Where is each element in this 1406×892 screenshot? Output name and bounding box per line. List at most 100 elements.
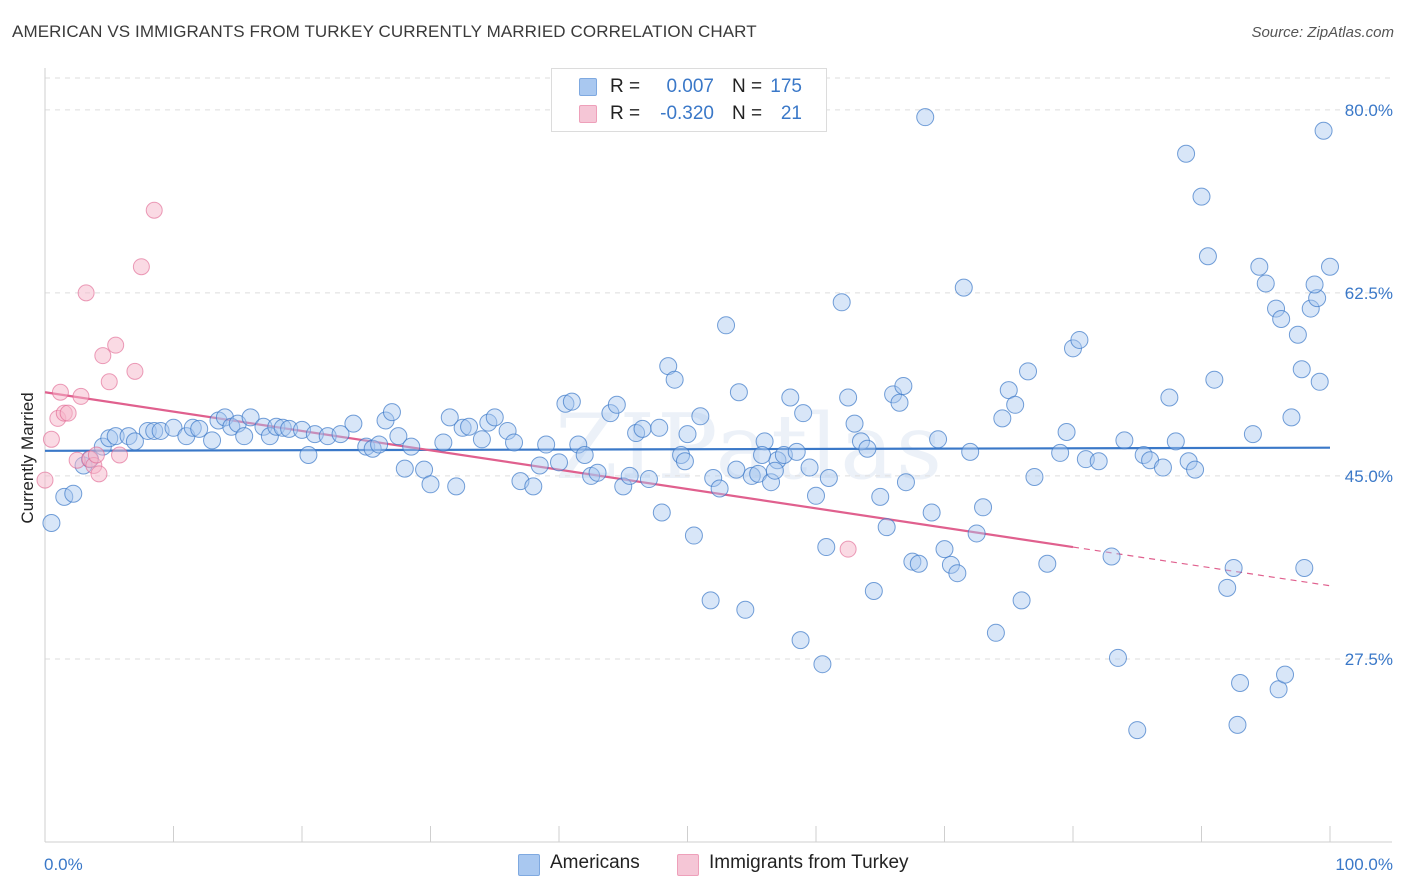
americans-point [421, 475, 440, 494]
americans-point [575, 446, 594, 464]
americans-point [929, 430, 948, 449]
americans-point [1301, 299, 1320, 318]
americans-point [871, 487, 890, 506]
americans-point [1057, 422, 1076, 441]
americans-point [819, 469, 838, 488]
americans-point [106, 427, 125, 446]
americans-point [389, 427, 408, 446]
americans-point [1305, 275, 1324, 294]
americans-point [382, 403, 401, 422]
americans-point [813, 655, 832, 674]
americans-point [736, 600, 755, 619]
turkey-point [100, 373, 118, 391]
data-points [36, 108, 1339, 740]
americans-point [1228, 715, 1247, 734]
americans-point [839, 388, 858, 407]
americans-point [1295, 558, 1314, 577]
americans-point [1160, 388, 1179, 407]
americans-point [203, 431, 222, 450]
americans-point [1321, 257, 1339, 276]
americans-point [832, 293, 851, 312]
turkey-point [42, 430, 60, 448]
y-tick-label: 80.0% [1345, 101, 1393, 120]
americans-point [851, 432, 870, 451]
americans-point [710, 479, 729, 498]
americans-point [1198, 247, 1217, 266]
americans-point [781, 388, 800, 407]
americans-point [607, 395, 626, 414]
turkey-point [94, 347, 112, 365]
y-axis-label: Currently Married [18, 392, 37, 523]
americans-point [961, 442, 980, 461]
americans-point [125, 432, 144, 451]
legend-row-turkey: R = -0.320 N = 21 [552, 101, 826, 127]
americans-point [691, 407, 710, 426]
turkey-point [839, 540, 857, 558]
americans-point [954, 278, 973, 297]
americans-point [675, 452, 694, 471]
americans-point [1115, 431, 1134, 450]
americans-point [1218, 578, 1237, 597]
americans-point [1224, 558, 1243, 577]
americans-point [1205, 370, 1224, 389]
turkey-point [51, 383, 69, 401]
americans-legend-label: Americans [550, 852, 640, 873]
americans-point [1250, 257, 1269, 276]
americans-point [331, 425, 350, 444]
americans-point [1186, 460, 1205, 479]
americans-point [620, 466, 639, 485]
americans-point [877, 518, 896, 537]
americans-point [894, 376, 913, 395]
americans-point [556, 394, 575, 413]
americans-point [864, 581, 883, 600]
americans-point [817, 538, 836, 557]
americans-point [1231, 674, 1250, 693]
americans-point [1128, 721, 1147, 740]
americans-point [453, 418, 472, 437]
americans-point [260, 427, 279, 446]
turkey-point [132, 258, 150, 276]
americans-point [1177, 144, 1196, 163]
americans-point [986, 623, 1005, 642]
americans-point [704, 469, 723, 488]
legend-row-americans: R = 0.007 N = 175 [552, 74, 826, 100]
americans-point [1089, 452, 1108, 471]
americans-point [164, 418, 183, 437]
turkey-legend-swatch [677, 854, 699, 876]
americans-point [299, 446, 318, 464]
n-value: 21 [780, 103, 802, 124]
americans-point [550, 453, 568, 472]
americans-point [1012, 591, 1031, 610]
americans-point [903, 552, 922, 571]
y-tick-label: 45.0% [1345, 467, 1393, 486]
americans-point [948, 564, 967, 583]
americans-point [485, 408, 504, 427]
americans-point [762, 473, 781, 492]
n-label: N = [732, 103, 763, 124]
americans-point [524, 477, 543, 496]
n-label: N = [732, 76, 763, 97]
americans-point [1276, 665, 1295, 684]
americans-point [909, 554, 928, 573]
americans-point [742, 466, 761, 485]
americans-point [138, 421, 157, 440]
americans-point [727, 460, 746, 479]
turkey-point [59, 404, 77, 422]
americans-point [505, 433, 524, 452]
americans-point [684, 526, 703, 545]
y-tick-label: 62.5% [1345, 284, 1393, 303]
tick-labels: 27.5% 45.0% 62.5% 80.0% 0.0% 100.0% [44, 101, 1393, 874]
americans-point [614, 477, 633, 496]
americans-point [633, 419, 652, 438]
turkey-point [145, 201, 163, 219]
americans-point [807, 486, 825, 505]
americans-point [791, 631, 810, 650]
americans-point [1153, 458, 1172, 477]
americans-point [753, 446, 772, 464]
correlation-legend: R = 0.007 N = 175 R = -0.320 N = 21 [551, 68, 827, 132]
americans-point [1051, 443, 1070, 462]
americans-point [1108, 648, 1127, 667]
americans-point [1292, 360, 1311, 379]
source-label: Source: ZipAtlas.com [1251, 24, 1394, 41]
americans-point [652, 503, 671, 522]
